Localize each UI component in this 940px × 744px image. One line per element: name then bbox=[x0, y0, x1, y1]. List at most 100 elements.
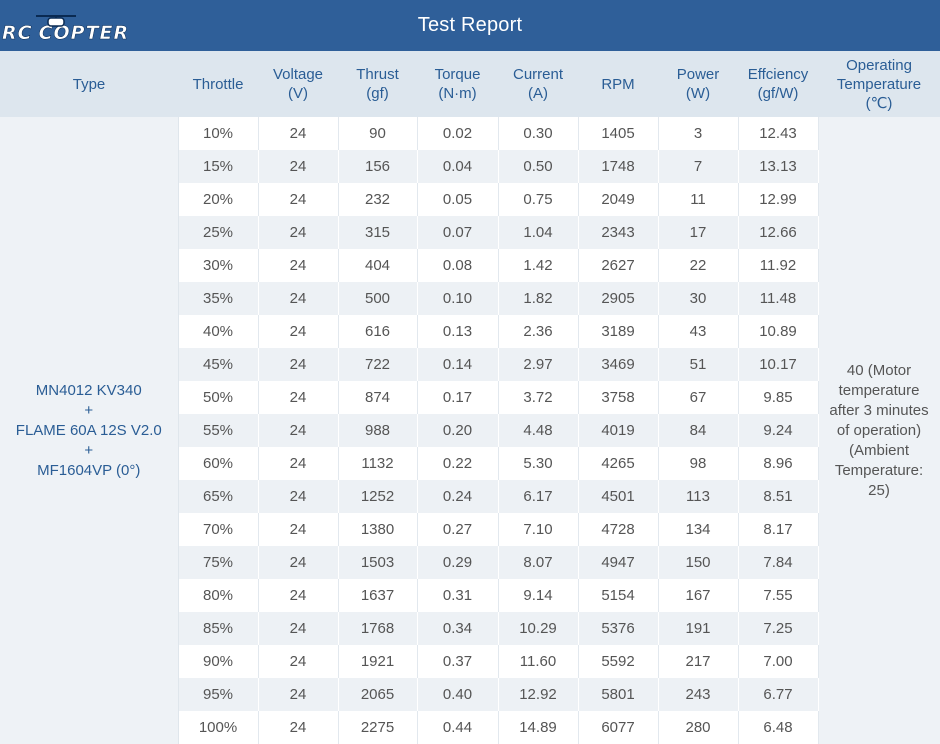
cell-rpm: 3189 bbox=[578, 315, 659, 348]
column-header-line: (A) bbox=[528, 85, 548, 102]
cell-power: 17 bbox=[658, 216, 739, 249]
cell-power: 150 bbox=[658, 546, 739, 579]
temperature-line: 40 (Motor bbox=[846, 361, 912, 379]
cell-torque: 0.04 bbox=[417, 150, 499, 183]
cell-thrust: 2065 bbox=[338, 678, 418, 711]
column-header-line: Current bbox=[512, 66, 564, 83]
cell-efficiency: 12.43 bbox=[738, 117, 819, 150]
table-row: MN4012 KV340 + FLAME 60A 12S V2.0 + MF1604VP… bbox=[0, 117, 940, 744]
cell-rpm: 2343 bbox=[578, 216, 659, 249]
column-header-line: (N·m) bbox=[438, 85, 477, 102]
cell-rpm: 5376 bbox=[578, 612, 659, 645]
cell-torque: 0.34 bbox=[417, 612, 499, 645]
cell-current: 2.36 bbox=[498, 315, 579, 348]
cell-thrust: 1768 bbox=[338, 612, 418, 645]
cell-power: 113 bbox=[658, 480, 739, 513]
cell-throttle: 90% bbox=[178, 645, 259, 678]
cell-efficiency: 13.13 bbox=[738, 150, 819, 183]
cell-torque: 0.20 bbox=[417, 414, 499, 447]
cell-thrust: 1252 bbox=[338, 480, 418, 513]
table-row: 25% 24 315 0.07 1.04 2343 17 12.66 bbox=[0, 216, 940, 249]
table-row: 45% 24 722 0.14 2.97 3469 51 10.17 bbox=[0, 348, 940, 381]
cell-rpm: 4019 bbox=[578, 414, 659, 447]
column-header-line: (gf) bbox=[366, 85, 389, 102]
table-row: 100% 24 2275 0.44 14.89 6077 280 6.48 bbox=[0, 711, 940, 744]
cell-thrust: 616 bbox=[338, 315, 418, 348]
column-header-line: (V) bbox=[288, 85, 308, 102]
cell-throttle: 45% bbox=[178, 348, 259, 381]
column-header-line: RPM bbox=[601, 75, 635, 93]
page-title: Test Report bbox=[417, 14, 523, 36]
cell-rpm: 2905 bbox=[578, 282, 659, 315]
cell-torque: 0.17 bbox=[417, 381, 499, 414]
cell-voltage: 24 bbox=[258, 414, 339, 447]
cell-current: 1.82 bbox=[498, 282, 579, 315]
cell-thrust: 500 bbox=[338, 282, 418, 315]
table-row: 30% 24 404 0.08 1.42 2627 22 11.92 bbox=[0, 249, 940, 282]
cell-voltage: 24 bbox=[258, 711, 339, 744]
cell-efficiency: 6.77 bbox=[738, 678, 819, 711]
cell-efficiency: 8.96 bbox=[738, 447, 819, 480]
cell-throttle: 30% bbox=[178, 249, 259, 282]
cell-throttle: 65% bbox=[178, 480, 259, 513]
cell-power: 217 bbox=[658, 645, 739, 678]
cell-torque: 0.44 bbox=[417, 711, 499, 744]
cell-throttle: 100% bbox=[178, 711, 259, 744]
cell-voltage: 24 bbox=[258, 117, 339, 150]
column-header-line: (gf/W) bbox=[757, 85, 799, 102]
cell-throttle: 75% bbox=[178, 546, 259, 579]
table-row: 50% 24 874 0.17 3.72 3758 67 9.85 bbox=[0, 381, 940, 414]
type-line: + bbox=[84, 441, 94, 459]
cell-thrust: 404 bbox=[338, 249, 418, 282]
cell-efficiency: 8.51 bbox=[738, 480, 819, 513]
table-row: 80% 24 1637 0.31 9.14 5154 167 7.55 bbox=[0, 579, 940, 612]
cell-torque: 0.08 bbox=[417, 249, 499, 282]
column-header-line: Temperature bbox=[836, 75, 922, 93]
cell-voltage: 24 bbox=[258, 183, 339, 216]
cell-rpm: 1748 bbox=[578, 150, 659, 183]
cell-current: 8.07 bbox=[498, 546, 579, 579]
logo-copter-text: COPTER bbox=[38, 22, 130, 45]
table-row: 55% 24 988 0.20 4.48 4019 84 9.24 bbox=[0, 414, 940, 447]
cell-power: 11 bbox=[658, 183, 739, 216]
cell-rpm: 5592 bbox=[578, 645, 659, 678]
cell-rpm: 1405 bbox=[578, 117, 659, 150]
cell-torque: 0.37 bbox=[417, 645, 499, 678]
table-row: 35% 24 500 0.10 1.82 2905 30 11.48 bbox=[0, 282, 940, 315]
column-header-current: Current (A) bbox=[498, 51, 578, 117]
table-row: 90% 24 1921 0.37 11.60 5592 217 7.00 bbox=[0, 645, 940, 678]
cell-efficiency: 9.24 bbox=[738, 414, 819, 447]
table-row: 40% 24 616 0.13 2.36 3189 43 10.89 bbox=[0, 315, 940, 348]
cell-thrust: 1132 bbox=[338, 447, 418, 480]
cell-throttle: 80% bbox=[178, 579, 259, 612]
cell-power: 7 bbox=[658, 150, 739, 183]
cell-rpm: 2049 bbox=[578, 183, 659, 216]
cell-efficiency: 8.17 bbox=[738, 513, 819, 546]
column-header-power: Power (W) bbox=[658, 51, 738, 117]
cell-voltage: 24 bbox=[258, 249, 339, 282]
cell-current: 0.75 bbox=[498, 183, 579, 216]
cell-throttle: 20% bbox=[178, 183, 259, 216]
cell-rpm: 3469 bbox=[578, 348, 659, 381]
table-row: 75% 24 1503 0.29 8.07 4947 150 7.84 bbox=[0, 546, 940, 579]
cell-throttle: 15% bbox=[178, 150, 259, 183]
column-header-line: Type bbox=[72, 75, 106, 93]
cell-rpm: 2627 bbox=[578, 249, 659, 282]
cell-torque: 0.14 bbox=[417, 348, 499, 381]
table-row: 85% 24 1768 0.34 10.29 5376 191 7.25 bbox=[0, 612, 940, 645]
cell-power: 84 bbox=[658, 414, 739, 447]
column-header-operating-temperature: Operating Temperature (℃) bbox=[818, 51, 940, 117]
cell-thrust: 1637 bbox=[338, 579, 418, 612]
cell-current: 7.10 bbox=[498, 513, 579, 546]
cell-current: 0.30 bbox=[498, 117, 579, 150]
table-body: MN4012 KV340 + FLAME 60A 12S V2.0 + MF1604VP… bbox=[0, 117, 940, 744]
column-header-voltage: Voltage (V) bbox=[258, 51, 338, 117]
cell-throttle: 70% bbox=[178, 513, 259, 546]
cell-throttle: 40% bbox=[178, 315, 259, 348]
cell-thrust: 156 bbox=[338, 150, 418, 183]
cell-rpm: 4265 bbox=[578, 447, 659, 480]
cell-voltage: 24 bbox=[258, 480, 339, 513]
cell-efficiency: 7.55 bbox=[738, 579, 819, 612]
cell-thrust: 90 bbox=[338, 117, 418, 150]
type-line: MN4012 KV340 bbox=[35, 381, 142, 399]
